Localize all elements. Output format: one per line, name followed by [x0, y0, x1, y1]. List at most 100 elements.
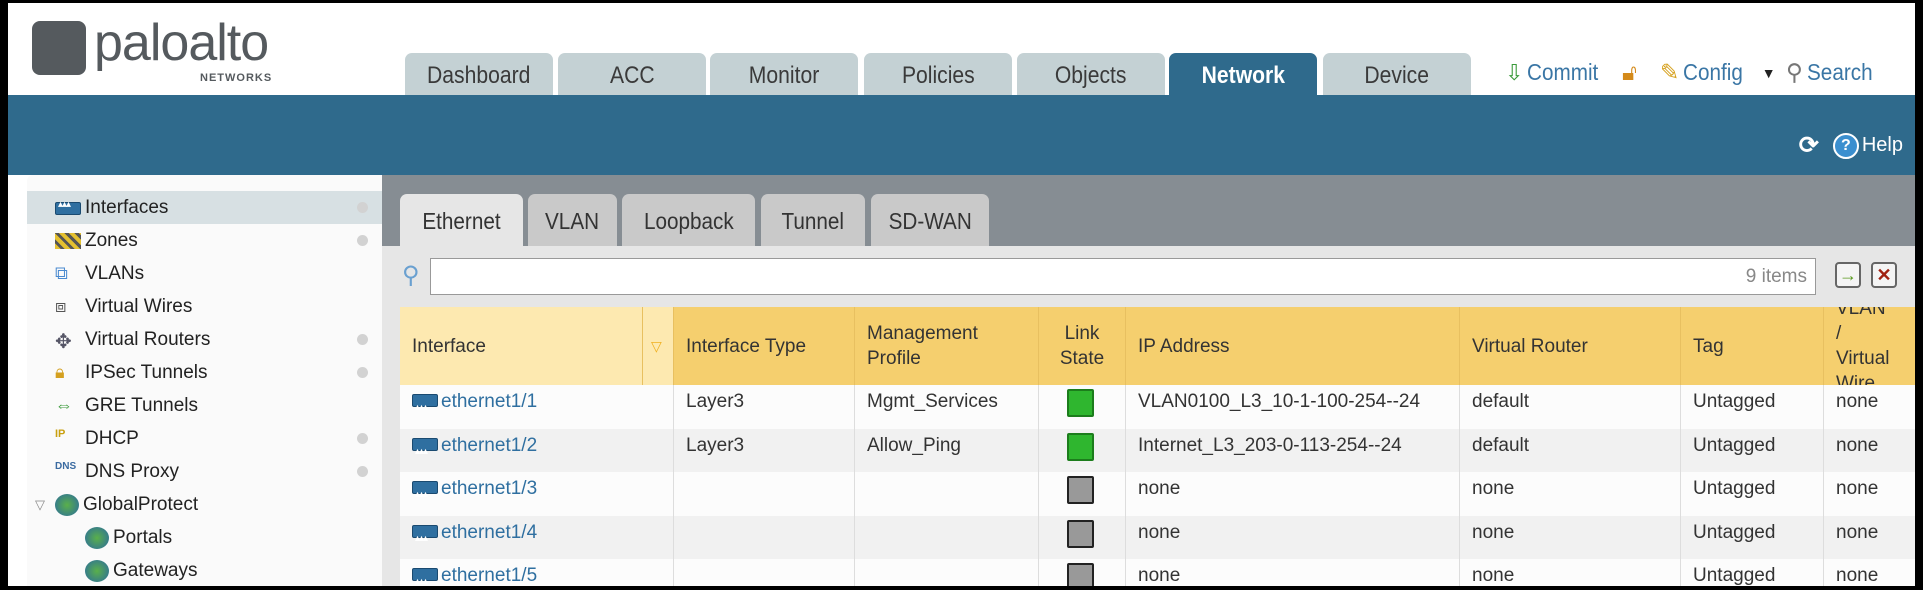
ethernet-port-icon	[412, 435, 438, 469]
link-state-up-icon	[1067, 432, 1094, 461]
sidebar-item-ipsec-tunnels[interactable]: 🔒︎ IPSec Tunnels	[27, 356, 382, 389]
cell-ip: none	[1126, 472, 1460, 516]
interface-link[interactable]: ethernet1/1	[441, 391, 538, 412]
portals-icon	[85, 526, 109, 549]
col-ip-address[interactable]: IP Address	[1126, 307, 1460, 385]
cell-tag: Untagged	[1681, 428, 1824, 472]
sidebar-item-vlans[interactable]: ⧉ VLANs	[55, 262, 145, 284]
cell-ip: VLAN0100_L3_10-1-100-254--24	[1126, 385, 1460, 429]
header-band	[8, 95, 1915, 175]
help-button[interactable]: ? Help	[1832, 132, 1903, 159]
col-interface[interactable]: Interface	[400, 307, 643, 385]
sidebar-item-virtual-wires[interactable]: ⧈ Virtual Wires	[55, 295, 193, 317]
sidebar-item-portals[interactable]: Portals	[27, 521, 382, 554]
filter-search-icon: ⚲	[402, 262, 420, 289]
cell-type	[674, 472, 855, 516]
tab-device[interactable]: Device	[1323, 53, 1471, 96]
cell-interface[interactable]: ethernet1/1	[400, 385, 674, 429]
cell-link	[1039, 385, 1126, 429]
expand-triangle-icon[interactable]: ▽	[35, 496, 45, 512]
interface-link[interactable]: ethernet1/3	[441, 478, 538, 499]
refresh-icon[interactable]: ⟳	[1798, 132, 1819, 159]
config-button[interactable]: ✎ Config ▼	[1660, 59, 1776, 85]
interface-link[interactable]: ethernet1/2	[441, 434, 538, 456]
virtual-wires-icon: ⧈	[55, 295, 67, 316]
tab-network[interactable]: Network	[1169, 53, 1317, 96]
tab-acc[interactable]: ACC	[558, 53, 706, 96]
sidebar-item-dns-proxy[interactable]: DNS DNS Proxy	[27, 455, 382, 488]
status-dot	[357, 367, 368, 378]
logo-mark-icon	[32, 21, 86, 75]
cell-vr: none	[1460, 559, 1681, 586]
subtab-loopback[interactable]: Loopback	[622, 194, 755, 246]
logo-subtitle: NETWORKS	[200, 72, 273, 84]
link-state-down-icon	[1067, 519, 1094, 548]
col-virtual-router[interactable]: Virtual Router	[1460, 307, 1681, 385]
cell-tag: Untagged	[1681, 472, 1824, 516]
cell-link	[1039, 559, 1126, 586]
cell-interface[interactable]: ethernet1/3	[400, 472, 674, 516]
globalprotect-icon	[55, 493, 79, 516]
cell-profile: Allow_Ping	[855, 428, 1039, 472]
apply-filter-button[interactable]: →	[1835, 262, 1861, 288]
tab-objects[interactable]: Objects	[1017, 53, 1165, 96]
search-button[interactable]: ⚲ Search	[1786, 59, 1873, 85]
sort-chevron-icon[interactable]: ▽	[643, 307, 674, 385]
tab-dashboard[interactable]: Dashboard	[405, 53, 553, 96]
cell-tag: Untagged	[1681, 515, 1824, 559]
cell-profile: Mgmt_Services	[855, 385, 1039, 429]
commit-button[interactable]: ⇩ Commit	[1505, 59, 1599, 85]
ethernet-port-icon	[412, 478, 438, 512]
cell-link	[1039, 472, 1126, 516]
gateways-icon	[85, 559, 109, 582]
cell-vlan: none	[1824, 429, 1915, 473]
logo-wordmark: paloalto	[94, 14, 269, 72]
interfaces-icon	[55, 197, 81, 219]
ethernet-port-icon	[412, 391, 438, 425]
sidebar-item-gre-tunnels[interactable]: ⇔ GRE Tunnels	[55, 394, 198, 416]
col-interface-type[interactable]: Interface Type	[674, 307, 855, 385]
filter-input[interactable]: 9 items	[430, 258, 1816, 295]
cell-vlan: none	[1824, 516, 1915, 560]
subtab-ethernet[interactable]: Ethernet	[400, 194, 523, 246]
tab-policies[interactable]: Policies	[864, 53, 1012, 96]
cell-type	[674, 559, 855, 586]
col-management-profile[interactable]: Management Profile	[855, 307, 1039, 385]
virtual-routers-icon: ✥	[55, 330, 72, 353]
clear-filter-button[interactable]: ✕	[1871, 262, 1897, 288]
cell-vr: none	[1460, 472, 1681, 516]
cell-tag: Untagged	[1681, 385, 1824, 429]
subtab-sd-wan[interactable]: SD-WAN	[871, 194, 989, 246]
subtab-vlan[interactable]: VLAN	[528, 194, 617, 246]
sidebar-item-zones[interactable]: Zones	[27, 224, 382, 257]
cell-interface[interactable]: ethernet1/5	[400, 559, 674, 586]
cell-interface[interactable]: ethernet1/4	[400, 515, 674, 559]
col-vlan-virtual-wire[interactable]: VLAN / Virtual Wire	[1824, 307, 1915, 385]
cell-type: Layer3	[674, 385, 855, 429]
sidebar-item-dhcp[interactable]: IP DHCP	[27, 422, 382, 455]
chevron-down-icon: ▼	[1761, 64, 1776, 81]
vlans-icon: ⧉	[55, 262, 68, 283]
interface-link[interactable]: ethernet1/5	[441, 565, 538, 586]
tab-monitor[interactable]: Monitor	[710, 53, 858, 96]
sidebar-item-interfaces[interactable]: Interfaces	[27, 191, 382, 224]
sidebar-item-gateways[interactable]: Gateways	[27, 554, 382, 586]
lock-button[interactable]: 🔓︎	[1622, 59, 1637, 86]
sidebar-item-globalprotect[interactable]: ▽ GlobalProtect	[35, 493, 199, 516]
sub-tabs-bar: Ethernet VLAN Loopback Tunnel SD-WAN	[382, 175, 1915, 246]
interface-link[interactable]: ethernet1/4	[441, 521, 538, 543]
cell-interface[interactable]: ethernet1/2	[400, 428, 674, 472]
status-dot	[357, 235, 368, 246]
sidebar-item-virtual-routers[interactable]: ✥ Virtual Routers	[27, 323, 382, 356]
cell-profile	[855, 559, 1039, 586]
subtab-tunnel[interactable]: Tunnel	[761, 194, 865, 246]
status-dot	[357, 433, 368, 444]
col-tag[interactable]: Tag	[1681, 307, 1824, 385]
col-link-state[interactable]: Link State	[1039, 307, 1126, 385]
lock-icon: 🔓︎	[1622, 59, 1637, 85]
